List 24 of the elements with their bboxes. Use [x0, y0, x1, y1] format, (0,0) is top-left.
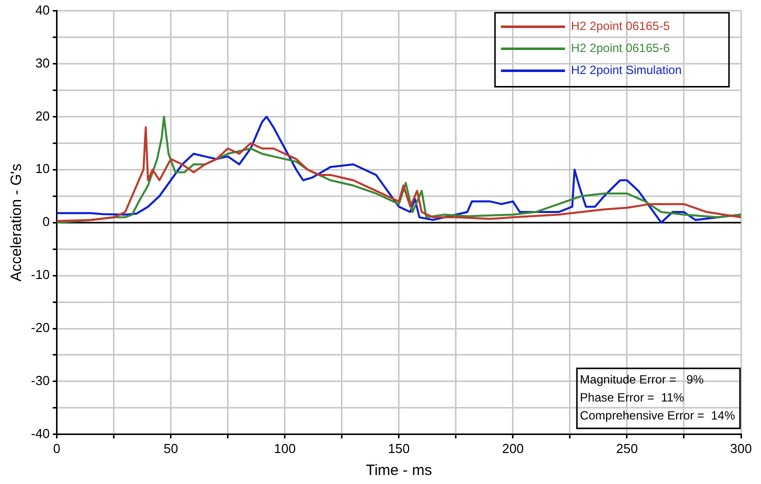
y-tick-label: 20	[35, 108, 50, 124]
y-tick-label: -30	[30, 373, 50, 388]
x-tick-label: 150	[388, 440, 410, 456]
x-axis-title: Time - ms	[366, 462, 432, 480]
y-axis-title: Acceleration - G's	[8, 164, 26, 282]
text: H2 2point Simulation	[571, 63, 682, 78]
annotation: Comprehensive Error = 14%	[580, 408, 736, 423]
y-tick-label: 10	[35, 161, 50, 176]
x-tick-label: 100	[274, 440, 296, 456]
x-tick-label: 300	[730, 440, 752, 456]
x-tick-label: 250	[616, 440, 638, 456]
annotation: Phase Error = 11%	[580, 390, 684, 405]
text: H2 2point 06165-5	[571, 19, 670, 34]
y-tick-label: -20	[30, 320, 50, 336]
y-tick-label: 0	[42, 214, 50, 230]
y-tick-label: -10	[30, 267, 50, 282]
text: H2 2point 06165-6	[571, 41, 670, 56]
y-tick-label: -40	[30, 426, 50, 441]
x-tick-label: 50	[164, 440, 178, 456]
annotation: Magnitude Error = 9%	[580, 372, 704, 387]
x-tick-label: 200	[502, 440, 524, 456]
y-tick-label: 30	[35, 55, 50, 70]
y-tick-label: 40	[35, 2, 50, 18]
x-tick-label: 0	[53, 440, 60, 456]
